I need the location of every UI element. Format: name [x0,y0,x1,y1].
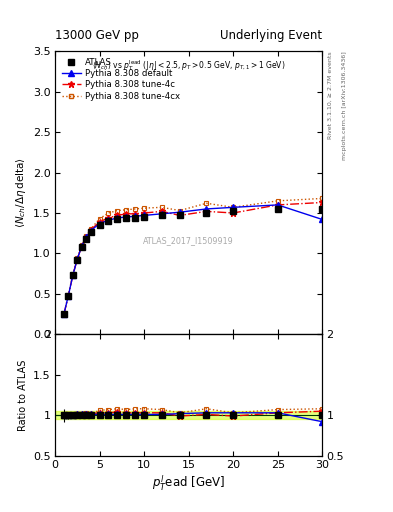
Y-axis label: Ratio to ATLAS: Ratio to ATLAS [18,359,28,431]
Bar [55,411,322,419]
Text: ATLAS_2017_I1509919: ATLAS_2017_I1509919 [143,237,234,245]
X-axis label: $p_T^l$ead [GeV]: $p_T^l$ead [GeV] [152,474,225,494]
Text: Underlying Event: Underlying Event [220,29,322,42]
Text: 13000 GeV pp: 13000 GeV pp [55,29,139,42]
Text: $\langle N_{ch}\rangle$ vs $p_T^{\rm lead}$ ($|\eta|<2.5, p_T>0.5$ GeV, $p_{T,1}: $\langle N_{ch}\rangle$ vs $p_T^{\rm lea… [92,58,285,73]
Text: Rivet 3.1.10, ≥ 2.7M events: Rivet 3.1.10, ≥ 2.7M events [328,51,333,139]
Legend: ATLAS, Pythia 8.308 default, Pythia 8.308 tune-4c, Pythia 8.308 tune-4cx: ATLAS, Pythia 8.308 default, Pythia 8.30… [59,55,184,104]
Y-axis label: $\langle N_{ch}/\Delta\eta\,\mathrm{delta}\rangle$: $\langle N_{ch}/\Delta\eta\,\mathrm{delt… [13,157,28,228]
Text: mcplots.cern.ch [arXiv:1306.3436]: mcplots.cern.ch [arXiv:1306.3436] [342,51,347,160]
